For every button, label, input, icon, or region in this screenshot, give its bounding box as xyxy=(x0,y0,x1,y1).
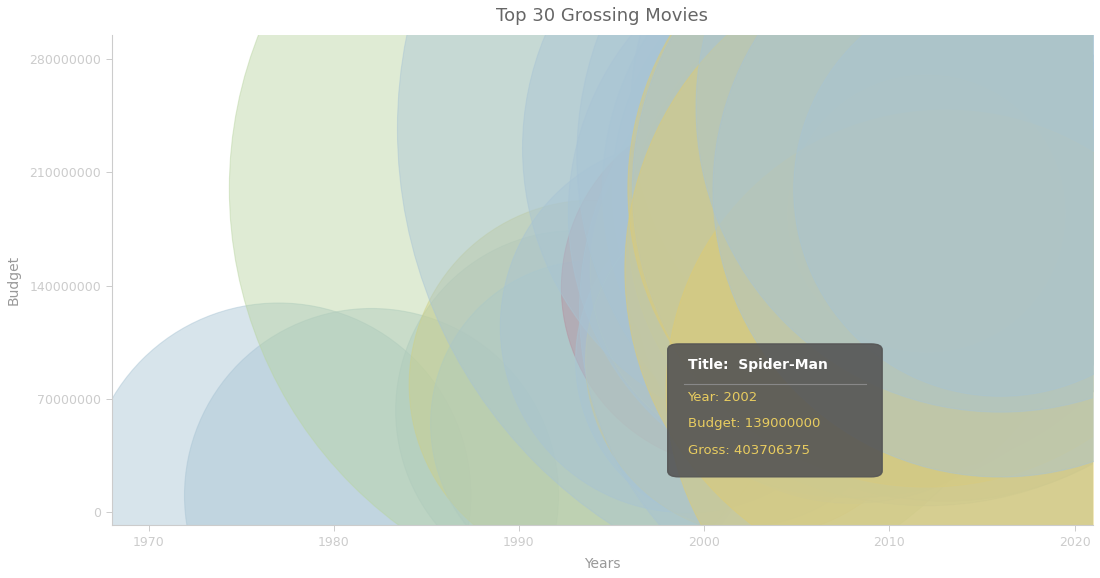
Point xyxy=(862,124,880,134)
Point xyxy=(917,208,935,217)
Point xyxy=(640,184,658,193)
Point xyxy=(769,265,786,274)
Point xyxy=(899,305,916,314)
Point xyxy=(362,491,380,500)
Point xyxy=(584,418,602,428)
Point xyxy=(862,184,880,193)
Point xyxy=(806,143,824,153)
Text: Year: 2002: Year: 2002 xyxy=(688,391,758,403)
Point xyxy=(751,355,769,365)
Point xyxy=(676,321,694,331)
Point xyxy=(862,224,880,234)
Y-axis label: Budget: Budget xyxy=(7,255,21,305)
Point xyxy=(917,184,935,193)
Point xyxy=(917,103,935,112)
Point xyxy=(844,208,861,217)
Text: Title:  Spider-Man: Title: Spider-Man xyxy=(688,358,827,372)
Point xyxy=(844,281,861,290)
Text: Budget: 139000000: Budget: 139000000 xyxy=(688,417,820,431)
Point xyxy=(270,490,287,499)
Title: Top 30 Grossing Movies: Top 30 Grossing Movies xyxy=(496,7,708,25)
Text: Gross: 403706375: Gross: 403706375 xyxy=(688,444,810,457)
Point xyxy=(917,151,935,161)
Point xyxy=(936,184,954,193)
Point xyxy=(881,184,899,193)
Point xyxy=(936,385,954,394)
Point xyxy=(936,265,954,274)
Point xyxy=(584,380,602,389)
X-axis label: Years: Years xyxy=(584,557,620,571)
Point xyxy=(992,184,1010,193)
Point xyxy=(844,297,861,306)
Point xyxy=(733,355,750,365)
Point xyxy=(992,103,1010,112)
Point xyxy=(992,184,1010,193)
Point xyxy=(565,406,583,415)
Point xyxy=(733,283,750,292)
